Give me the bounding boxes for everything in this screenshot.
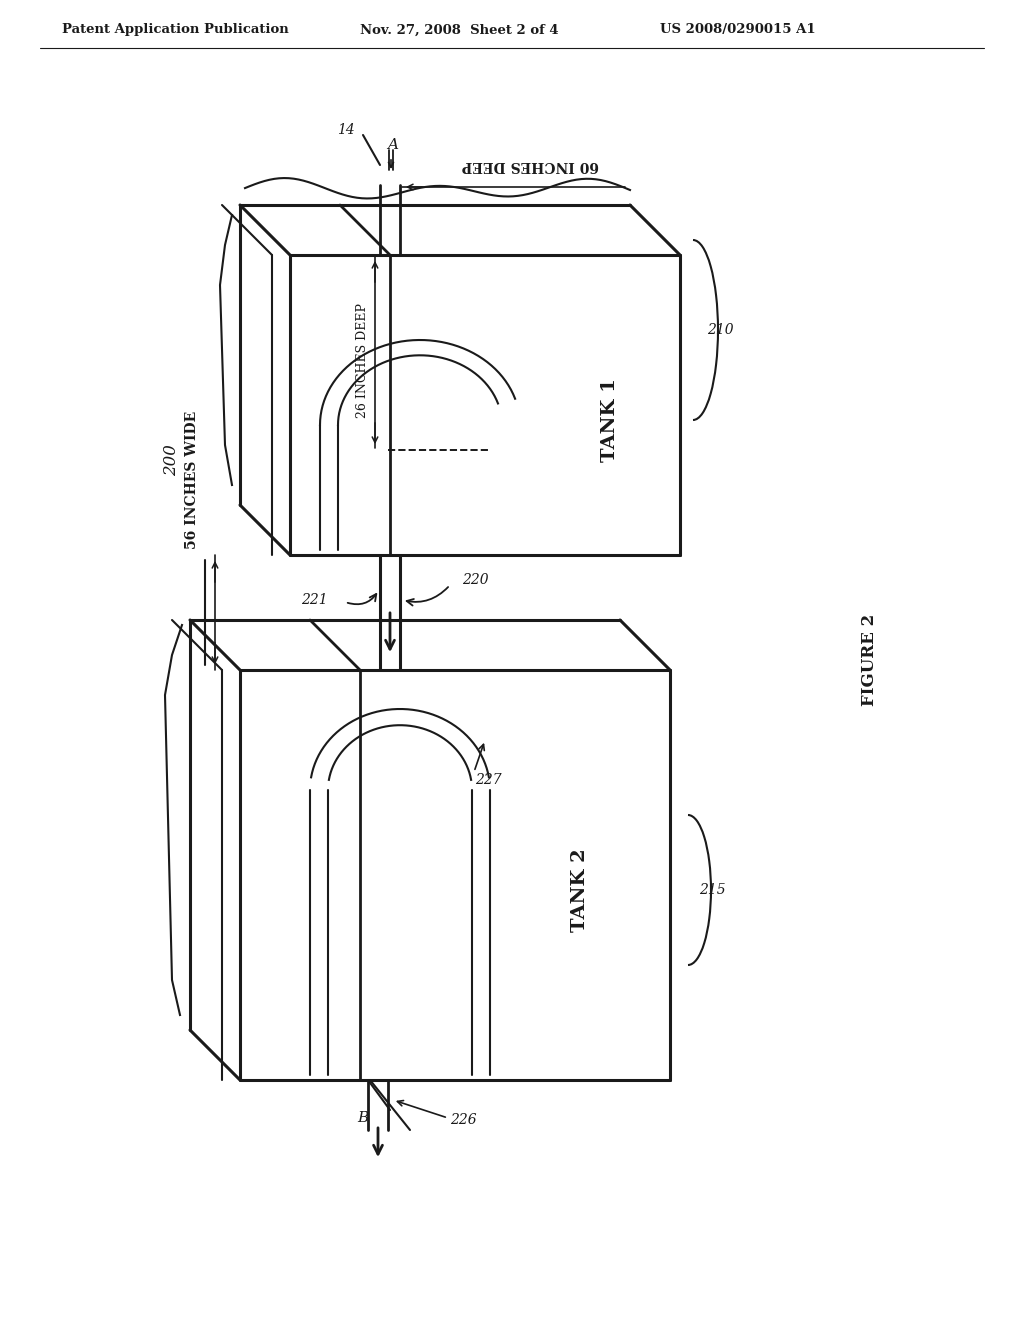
Text: 200: 200: [164, 444, 180, 477]
Text: TANK 1: TANK 1: [601, 378, 618, 462]
Text: 215: 215: [698, 883, 725, 898]
Text: 220: 220: [462, 573, 488, 587]
Text: 221: 221: [301, 593, 328, 607]
Text: 210: 210: [707, 323, 733, 337]
Text: 56 INCHES WIDE: 56 INCHES WIDE: [185, 411, 199, 549]
Text: A: A: [387, 139, 398, 152]
Text: US 2008/0290015 A1: US 2008/0290015 A1: [660, 24, 816, 37]
Text: FIGURE 2: FIGURE 2: [861, 614, 879, 706]
Text: 26 INCHES DEEP: 26 INCHES DEEP: [355, 302, 369, 417]
Text: 14: 14: [337, 123, 355, 137]
Text: TANK 2: TANK 2: [571, 849, 589, 932]
Text: Nov. 27, 2008  Sheet 2 of 4: Nov. 27, 2008 Sheet 2 of 4: [360, 24, 559, 37]
Text: B: B: [356, 1111, 368, 1125]
Text: 60 INCHES DEEP: 60 INCHES DEEP: [462, 158, 599, 172]
Text: 227: 227: [475, 774, 502, 787]
Text: 226: 226: [450, 1113, 476, 1127]
Text: Patent Application Publication: Patent Application Publication: [62, 24, 289, 37]
